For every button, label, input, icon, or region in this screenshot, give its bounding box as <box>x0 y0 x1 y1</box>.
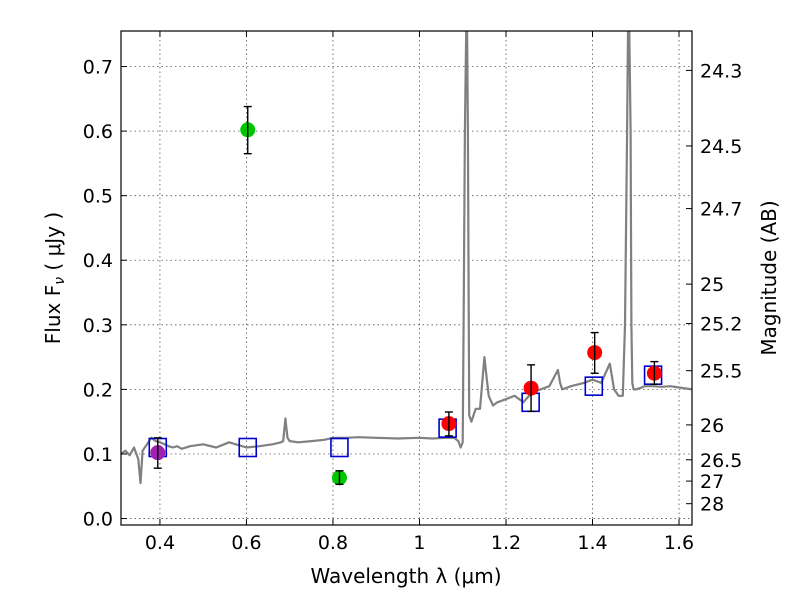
plot-area <box>121 31 692 485</box>
y2-tick-label: 25.2 <box>700 314 742 336</box>
y2-tick-label: 24.7 <box>700 199 742 221</box>
y2-tick-label: 26 <box>700 415 724 437</box>
x-axis-label: Wavelength λ (μm) <box>310 564 501 588</box>
axes: 0.4 0.6 0.8 1 1.2 1.4 1.6 0.0 0.1 0.2 0.3 0.4 0.5 0.6… <box>83 31 742 554</box>
grid <box>121 31 692 525</box>
y-tick-label: 0.1 <box>83 444 113 466</box>
x-tick-label: 0.4 <box>145 532 175 554</box>
plot-frame <box>120 30 693 526</box>
model-square-point <box>238 437 258 458</box>
data-point-group <box>331 470 347 486</box>
y2-tick-label: 24.3 <box>700 60 742 82</box>
y-axis-label-units: ( μJy ) <box>41 212 65 277</box>
data-point-group <box>523 364 539 413</box>
y-tick-label: 0.4 <box>83 250 113 272</box>
x-tick-label: 1.6 <box>664 532 694 554</box>
x-tick-label: 1 <box>413 532 425 554</box>
y2-tick-label: 25.5 <box>700 361 742 383</box>
data-point-group <box>587 331 603 374</box>
y2-tick-label: 27 <box>700 471 724 493</box>
y-tick-label: 0.6 <box>83 121 113 143</box>
data-point-group <box>150 437 166 469</box>
y-tick-label: 0.7 <box>83 57 113 79</box>
model-square-point <box>584 376 604 396</box>
y2-tick-label: 26.5 <box>700 450 742 472</box>
y2-tick-label: 28 <box>700 494 724 516</box>
x-tick-label: 0.8 <box>318 532 348 554</box>
y-tick-label: 0.3 <box>83 315 113 337</box>
y-axis-label-sub: ν <box>52 277 68 285</box>
x-tick-label: 0.6 <box>231 532 261 554</box>
y-axis-label-main: Flux F <box>41 285 65 344</box>
model-square-point <box>330 437 349 458</box>
markers <box>148 105 663 486</box>
y2-axis-label: Magnitude (AB) <box>757 200 781 355</box>
data-point-group <box>240 105 256 155</box>
data-point-group <box>646 360 662 385</box>
data-point-group <box>441 411 457 437</box>
y2-tick-label: 25 <box>700 274 724 296</box>
y-tick-label: 0.5 <box>83 186 113 208</box>
y2-tick-label: 24.5 <box>700 136 742 158</box>
spectrum-line <box>121 31 692 485</box>
y-axis-label: Flux Fν ( μJy ) <box>41 212 68 344</box>
y-tick-label: 0.2 <box>83 379 113 401</box>
x-tick-label: 1.2 <box>491 532 521 554</box>
y-axis-label-group: Flux Fν ( μJy ) <box>41 212 68 344</box>
x-tick-label: 1.4 <box>577 532 607 554</box>
y-tick-label: 0.0 <box>83 509 113 531</box>
